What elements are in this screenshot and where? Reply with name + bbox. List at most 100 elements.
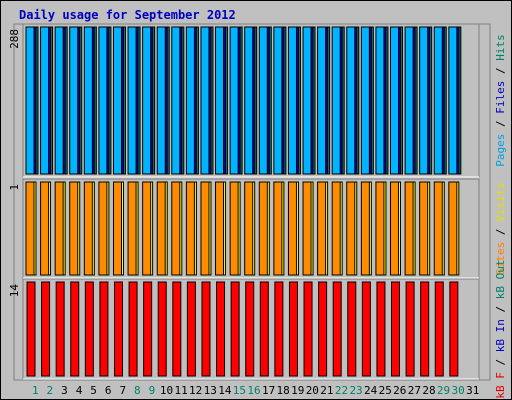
bar-pages-day-2 bbox=[40, 26, 50, 175]
bar-pages-day-9 bbox=[142, 26, 152, 175]
day-label-11: 11 bbox=[174, 384, 187, 397]
bar-sites-day-8 bbox=[127, 181, 137, 276]
bar-sites-day-28 bbox=[419, 181, 429, 276]
bar-kb-f-day-17 bbox=[259, 281, 269, 377]
bar-pages-day-13 bbox=[200, 26, 210, 175]
bar-kb-f-day-20 bbox=[303, 281, 313, 377]
bar-kb-f-day-3 bbox=[55, 281, 65, 377]
bar-sites-day-22 bbox=[331, 181, 341, 276]
bar-sites-day-29 bbox=[433, 181, 443, 276]
legend-label-top: Pages / Files / Hits bbox=[494, 34, 507, 167]
bar-pages-day-29 bbox=[433, 26, 443, 175]
bar-sites-day-17 bbox=[258, 181, 268, 276]
bar-pages-day-17 bbox=[258, 26, 268, 175]
day-label-13: 13 bbox=[204, 384, 217, 397]
bar-kb-f-day-26 bbox=[391, 281, 401, 377]
bar-kb-f-day-23 bbox=[347, 281, 357, 377]
day-label-10: 10 bbox=[160, 384, 173, 397]
day-label-25: 25 bbox=[379, 384, 392, 397]
day-label-15: 15 bbox=[233, 384, 246, 397]
bar-kb-f-day-28 bbox=[420, 281, 430, 377]
bar-pages-day-6 bbox=[98, 26, 108, 175]
bar-pages-day-21 bbox=[317, 26, 327, 175]
day-label-8: 8 bbox=[134, 384, 141, 397]
day-label-23: 23 bbox=[349, 384, 362, 397]
day-label-21: 21 bbox=[320, 384, 333, 397]
bar-kb-f-day-4 bbox=[70, 281, 80, 377]
bar-kb-f-day-22 bbox=[332, 281, 342, 377]
day-label-6: 6 bbox=[105, 384, 112, 397]
day-label-31: 31 bbox=[466, 384, 479, 397]
bar-kb-f-day-21 bbox=[318, 281, 328, 377]
bar-pages-day-3 bbox=[54, 26, 64, 175]
legend-segment: kB F bbox=[494, 372, 507, 399]
bar-sites-day-1 bbox=[25, 181, 35, 276]
day-label-17: 17 bbox=[262, 384, 275, 397]
bar-sites-day-7 bbox=[112, 181, 122, 276]
day-label-1: 1 bbox=[32, 384, 39, 397]
bar-pages-day-30 bbox=[448, 26, 458, 175]
legend-segment: / bbox=[494, 61, 507, 81]
bar-pages-day-11 bbox=[171, 26, 181, 175]
legend-segment: / bbox=[494, 299, 507, 319]
legend-label-middle: Sites / Visits bbox=[494, 182, 507, 275]
bar-sites-day-18 bbox=[273, 181, 283, 276]
bar-kb-f-day-11 bbox=[172, 281, 182, 377]
bar-kb-f-day-30 bbox=[449, 281, 459, 377]
bar-pages-day-23 bbox=[346, 26, 356, 175]
legend-segment: Pages bbox=[494, 134, 507, 167]
bar-sites-day-25 bbox=[375, 181, 385, 276]
bar-pages-day-14 bbox=[215, 26, 225, 175]
day-label-5: 5 bbox=[90, 384, 97, 397]
bar-kb-f-day-5 bbox=[84, 281, 94, 377]
legend-segment: / bbox=[494, 222, 507, 242]
bar-pages-day-15 bbox=[229, 26, 239, 175]
bar-sites-day-11 bbox=[171, 181, 181, 276]
bar-kb-f-day-15 bbox=[230, 281, 240, 377]
bar-kb-f-day-27 bbox=[405, 281, 415, 377]
bar-kb-f-day-10 bbox=[157, 281, 167, 377]
legend-segment: / bbox=[494, 114, 507, 134]
bar-pages-day-7 bbox=[112, 26, 122, 175]
bar-kb-f-day-8 bbox=[128, 281, 138, 377]
bar-kb-f-day-29 bbox=[434, 281, 444, 377]
bar-pages-day-10 bbox=[156, 26, 166, 175]
bar-sites-day-6 bbox=[98, 181, 108, 276]
bar-sites-day-16 bbox=[244, 181, 254, 276]
day-label-24: 24 bbox=[364, 384, 378, 397]
bar-kb-f-day-18 bbox=[274, 281, 284, 377]
day-label-18: 18 bbox=[277, 384, 290, 397]
bar-sites-day-30 bbox=[448, 181, 458, 276]
bar-kb-f-day-6 bbox=[99, 281, 109, 377]
day-label-14: 14 bbox=[218, 384, 232, 397]
bar-sites-day-3 bbox=[54, 181, 64, 276]
bar-pages-day-5 bbox=[83, 26, 93, 175]
legend-segment: Files bbox=[494, 81, 507, 114]
bar-pages-day-18 bbox=[273, 26, 283, 175]
bar-sites-day-4 bbox=[69, 181, 79, 276]
bar-kb-f-day-14 bbox=[216, 281, 226, 377]
bar-pages-day-19 bbox=[287, 26, 297, 175]
day-label-9: 9 bbox=[149, 384, 156, 397]
bar-kb-f-day-12 bbox=[186, 281, 196, 377]
bar-kb-f-day-9 bbox=[143, 281, 153, 377]
panel-top: 288 Pages / Files / Hits bbox=[8, 23, 507, 178]
x-axis-day-labels: 1 2 3 4 5 6 7 8 9 10 11 12 13 14 15 16 17 18 19 20 21 22 23 24 2… bbox=[32, 384, 479, 397]
bar-kb-f-day-2 bbox=[41, 281, 51, 377]
bar-kb-f-day-13 bbox=[201, 281, 211, 377]
legend-segment: kB In bbox=[494, 319, 507, 352]
day-label-26: 26 bbox=[393, 384, 406, 397]
bar-sites-day-15 bbox=[229, 181, 239, 276]
bar-pages-day-24 bbox=[360, 26, 370, 175]
bar-sites-day-2 bbox=[40, 181, 50, 276]
legend-segment: Sites bbox=[494, 242, 507, 275]
panel-middle: 1 Sites / Visits bbox=[8, 178, 507, 279]
bar-kb-f-day-1 bbox=[26, 281, 36, 377]
bar-kb-f-day-19 bbox=[288, 281, 298, 377]
bar-sites-day-21 bbox=[317, 181, 327, 276]
day-label-27: 27 bbox=[408, 384, 421, 397]
bar-pages-day-4 bbox=[69, 26, 79, 175]
